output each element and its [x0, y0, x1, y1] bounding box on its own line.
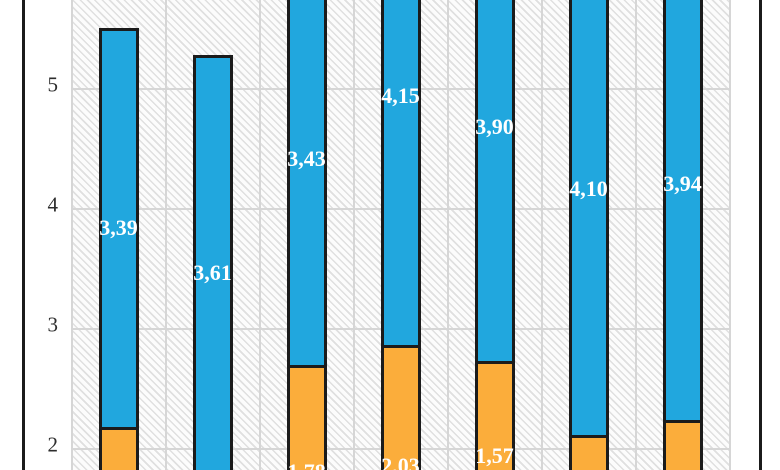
bar-category-4	[380, 0, 421, 470]
bar-segment-blue	[477, 0, 512, 362]
plot-area: 3,39 3,61 3,43 1,78 4,15 2,03 3,90 1,57 4,10 3,94	[71, 0, 731, 470]
bar-segment-orange	[289, 368, 324, 470]
bar-segment-blue	[665, 0, 700, 421]
bar-category-2	[192, 55, 233, 470]
bar-segment-orange	[383, 347, 418, 470]
v-gridline	[634, 0, 637, 470]
v-gridline	[258, 0, 261, 470]
bar-category-6	[568, 0, 609, 470]
y-axis-tick-label: 5	[47, 72, 59, 97]
bar-segment-orange	[477, 364, 512, 470]
bar-segment-blue	[195, 58, 230, 470]
v-gridline	[446, 0, 449, 470]
bar-data-label-blue: 4,10	[569, 175, 608, 201]
chart-left-border	[22, 0, 25, 470]
bar-data-label-blue: 3,94	[663, 170, 702, 196]
bar-segment-blue	[289, 0, 324, 365]
bar-segment-orange	[665, 423, 700, 470]
y-axis-tick-label: 3	[47, 312, 59, 337]
bar-data-label-blue: 3,90	[475, 114, 514, 140]
bar-category-1	[98, 27, 139, 470]
v-gridline	[728, 0, 731, 470]
bar-data-label-orange: 1,57	[475, 442, 514, 468]
bar-category-7	[662, 0, 703, 470]
y-axis-tick-label: 2	[47, 432, 59, 457]
v-gridline	[352, 0, 355, 470]
bar-data-label-blue: 4,15	[381, 82, 420, 108]
y-axis-tick-label: 4	[47, 192, 59, 217]
bar-segment-blue	[571, 0, 606, 435]
bar-category-3	[286, 0, 327, 470]
v-gridline	[71, 0, 73, 470]
bar-segment-blue	[101, 30, 136, 428]
bar-segment-orange	[571, 437, 606, 470]
chart-right-border	[759, 0, 762, 470]
v-gridline	[164, 0, 167, 470]
bar-segment-orange	[101, 430, 136, 470]
bar-data-label-blue: 3,61	[193, 259, 232, 285]
bar-segment-blue	[383, 0, 418, 345]
bar-data-label-blue: 3,39	[99, 214, 138, 240]
bar-category-5	[474, 0, 515, 470]
bar-data-label-blue: 3,43	[287, 146, 326, 172]
bar-data-label-orange: 2,03	[381, 453, 420, 470]
v-gridline	[540, 0, 543, 470]
bar-data-label-orange: 1,78	[287, 460, 326, 470]
